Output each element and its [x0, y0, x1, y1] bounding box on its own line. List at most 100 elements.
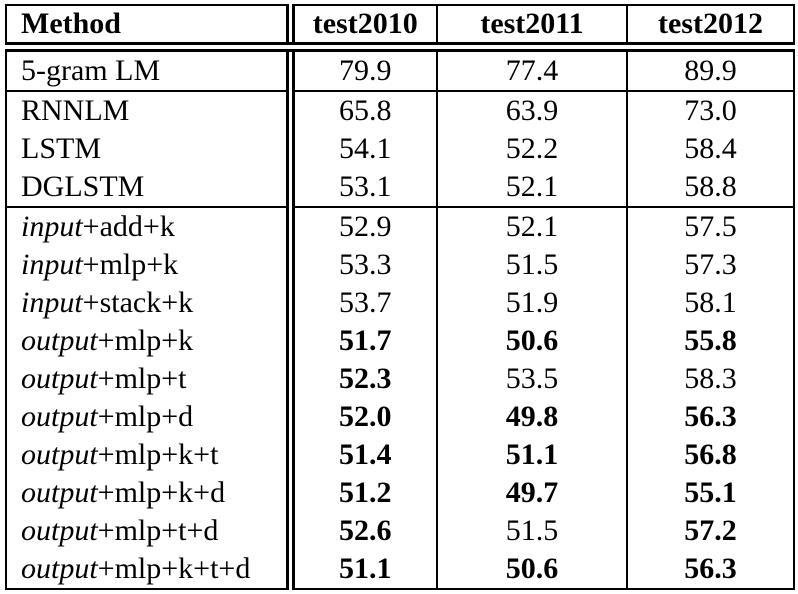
value-cell-test2012: 55.8 [626, 322, 794, 360]
header-test2011: test2011 [436, 5, 627, 52]
method-text: +stack+k [82, 286, 194, 319]
method-text: 5-gram LM [21, 54, 161, 87]
value-cell-test2011: 77.4 [436, 47, 627, 92]
method-text: +add+k [82, 210, 175, 243]
method-cell: output+mlp+t [6, 360, 295, 398]
value-cell-test2010: 53.1 [289, 168, 437, 208]
method-italic-part: output [21, 324, 98, 357]
table-row: output+mlp+k+t+d 51.1 50.6 56.3 [6, 550, 794, 589]
method-text: DGLSTM [21, 170, 145, 203]
value-cell-test2012: 56.8 [626, 436, 794, 474]
method-cell: input+stack+k [6, 284, 295, 322]
table-row: DGLSTM 53.1 52.1 58.8 [6, 168, 794, 208]
table-row: output+mlp+d 52.0 49.8 56.3 [6, 398, 794, 436]
value-cell-test2011: 50.6 [436, 322, 627, 360]
value-cell-test2011: 52.1 [436, 207, 627, 246]
value-cell-test2012: 57.2 [626, 512, 794, 550]
value-cell-test2011: 63.9 [436, 91, 627, 130]
value-cell-test2010: 51.7 [289, 322, 437, 360]
method-italic-part: output [21, 438, 98, 471]
method-cell: output+mlp+k+t [6, 436, 295, 474]
value-cell-test2010: 54.1 [289, 130, 437, 168]
value-cell-test2011: 52.2 [436, 130, 627, 168]
value-cell-test2011: 52.1 [436, 168, 627, 208]
value-cell-test2010: 53.3 [289, 246, 437, 284]
method-text: +mlp+k+d [97, 476, 226, 509]
method-cell: 5-gram LM [6, 47, 295, 92]
method-cell: input+mlp+k [6, 246, 295, 284]
method-text: +mlp+d [97, 400, 194, 433]
value-cell-test2012: 58.4 [626, 130, 794, 168]
method-text: +mlp+k [82, 248, 179, 281]
value-cell-test2011: 50.6 [436, 550, 627, 589]
value-cell-test2012: 58.1 [626, 284, 794, 322]
method-cell: input+add+k [6, 207, 295, 246]
method-italic-part: output [21, 514, 98, 547]
value-cell-test2010: 51.1 [289, 550, 437, 589]
table-row: RNNLM 65.8 63.9 73.0 [6, 91, 794, 130]
value-cell-test2010: 52.0 [289, 398, 437, 436]
results-table: Method test2010 test2011 test2012 5-gram… [5, 4, 795, 590]
method-text: RNNLM [21, 94, 130, 127]
value-cell-test2012: 55.1 [626, 474, 794, 512]
header-method: Method [6, 5, 295, 52]
value-cell-test2010: 51.2 [289, 474, 437, 512]
value-cell-test2010: 65.8 [289, 91, 437, 130]
value-cell-test2010: 51.4 [289, 436, 437, 474]
method-italic-part: input [21, 210, 83, 243]
method-cell: output+mlp+k [6, 322, 295, 360]
value-cell-test2012: 56.3 [626, 550, 794, 589]
header-test2012: test2012 [626, 5, 794, 52]
method-text: LSTM [21, 132, 102, 165]
value-cell-test2012: 56.3 [626, 398, 794, 436]
method-text: +mlp+k+t [97, 438, 219, 471]
value-cell-test2012: 73.0 [626, 91, 794, 130]
table-row: output+mlp+k+t 51.4 51.1 56.8 [6, 436, 794, 474]
value-cell-test2012: 89.9 [626, 47, 794, 92]
method-text: +mlp+k+t+d [97, 552, 251, 585]
value-cell-test2012: 58.8 [626, 168, 794, 208]
value-cell-test2010: 52.3 [289, 360, 437, 398]
method-italic-part: output [21, 552, 98, 585]
value-cell-test2012: 57.3 [626, 246, 794, 284]
table-row: output+mlp+k+d 51.2 49.7 55.1 [6, 474, 794, 512]
method-italic-part: input [21, 286, 83, 319]
value-cell-test2012: 58.3 [626, 360, 794, 398]
method-cell: output+mlp+d [6, 398, 295, 436]
method-cell: LSTM [6, 130, 295, 168]
value-cell-test2011: 49.8 [436, 398, 627, 436]
method-cell: output+mlp+t+d [6, 512, 295, 550]
table-row: output+mlp+t+d 52.6 51.5 57.2 [6, 512, 794, 550]
value-cell-test2011: 51.1 [436, 436, 627, 474]
method-cell: RNNLM [6, 91, 295, 130]
table-row: output+mlp+t 52.3 53.5 58.3 [6, 360, 794, 398]
table-row: input+stack+k 53.7 51.9 58.1 [6, 284, 794, 322]
table-header-row: Method test2010 test2011 test2012 [6, 5, 794, 52]
method-italic-part: output [21, 362, 98, 395]
value-cell-test2010: 79.9 [289, 47, 437, 92]
method-cell: DGLSTM [6, 168, 295, 208]
value-cell-test2012: 57.5 [626, 207, 794, 246]
method-italic-part: output [21, 400, 98, 433]
table-row: LSTM 54.1 52.2 58.4 [6, 130, 794, 168]
value-cell-test2011: 49.7 [436, 474, 627, 512]
method-italic-part: input [21, 248, 83, 281]
method-text: +mlp+k [97, 324, 194, 357]
value-cell-test2010: 53.7 [289, 284, 437, 322]
value-cell-test2010: 52.9 [289, 207, 437, 246]
value-cell-test2011: 51.5 [436, 246, 627, 284]
method-text: +mlp+t [97, 362, 187, 395]
table-row: input+add+k 52.9 52.1 57.5 [6, 207, 794, 246]
value-cell-test2011: 53.5 [436, 360, 627, 398]
method-text: +mlp+t+d [97, 514, 219, 547]
table-row: input+mlp+k 53.3 51.5 57.3 [6, 246, 794, 284]
method-cell: output+mlp+k+d [6, 474, 295, 512]
table-row: 5-gram LM 79.9 77.4 89.9 [6, 47, 794, 92]
header-test2010: test2010 [289, 5, 437, 52]
method-cell: output+mlp+k+t+d [6, 550, 295, 589]
value-cell-test2011: 51.9 [436, 284, 627, 322]
table-row: output+mlp+k 51.7 50.6 55.8 [6, 322, 794, 360]
value-cell-test2010: 52.6 [289, 512, 437, 550]
method-italic-part: output [21, 476, 98, 509]
